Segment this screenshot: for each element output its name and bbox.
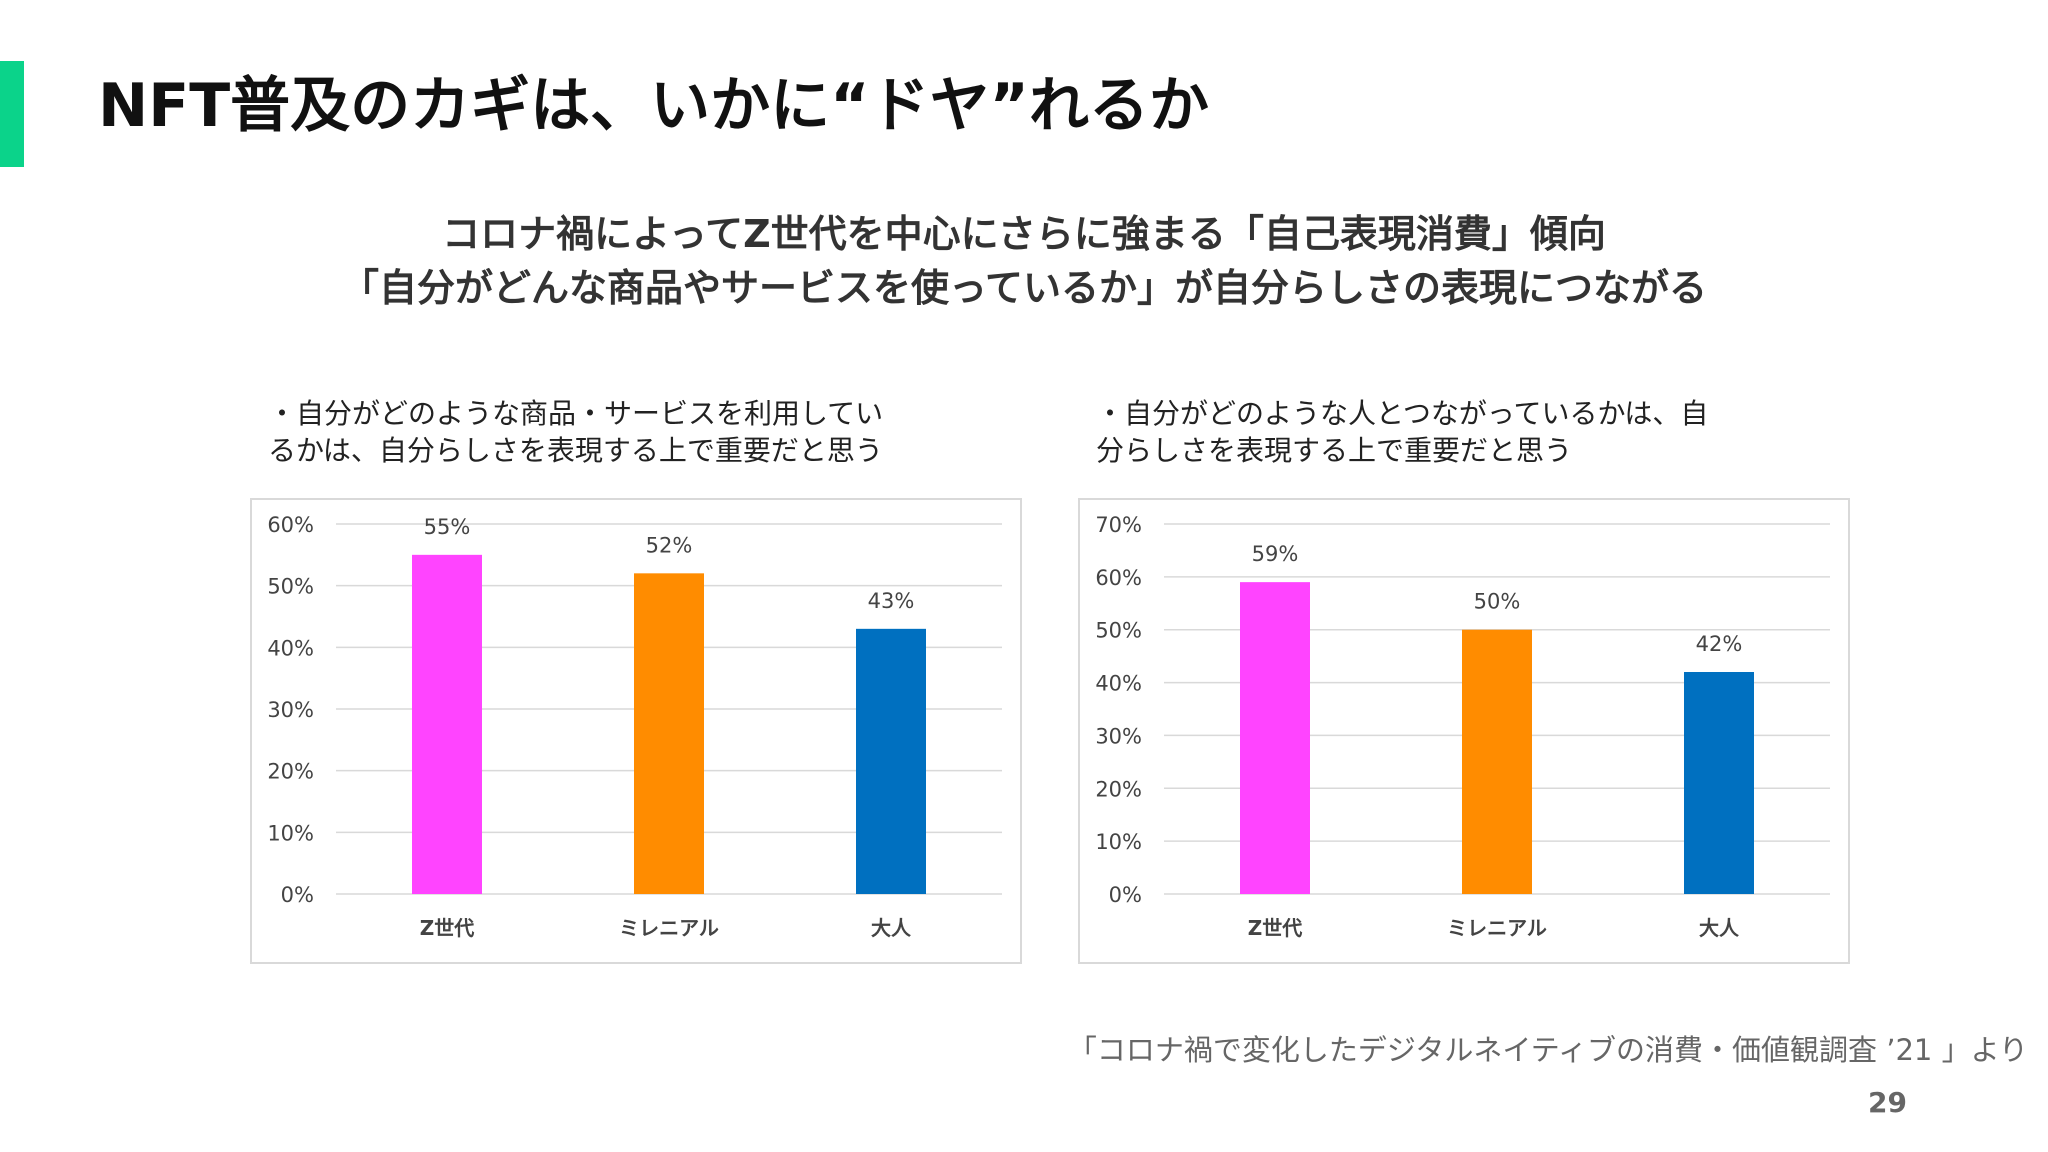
chart-2-frame: 0% 10% 20% 30% 40% 50% 60% 70% 59% Z世代 50% ミレニアル 42%…: [1078, 498, 1850, 964]
bar: [1684, 672, 1754, 894]
slide-title: NFT普及のカギは、いかに“ドヤ”れるか: [98, 71, 1209, 141]
bar: [856, 628, 926, 894]
y-tick-label: 20%: [1095, 777, 1142, 801]
chart-1-plot: 0% 10% 20% 30% 40% 50% 60% 55% Z世代 52% ミレニアル 43% 大人: [267, 513, 1002, 940]
chart-2-caption: ・自分がどのような人とつながっているかは、自 分らしさを表現する上で重要だと思う: [1096, 395, 1708, 469]
category-label: 大人: [1699, 916, 1740, 940]
y-tick-label: 10%: [267, 821, 314, 845]
y-tick-label: 50%: [1095, 619, 1142, 643]
page-number: 29: [1868, 1086, 1907, 1119]
category-label: ミレニアル: [619, 916, 719, 940]
data-label: 52%: [646, 533, 693, 557]
y-tick-label: 60%: [267, 513, 314, 537]
chart-1-caption-line-1: ・自分がどのような商品・サービスを利用してい: [268, 397, 884, 430]
chart-1-frame: 0% 10% 20% 30% 40% 50% 60% 55% Z世代 52% ミレニアル 43% 大人: [250, 498, 1022, 964]
category-label: Z世代: [1248, 916, 1303, 940]
accent-bar: [0, 61, 24, 167]
category-label: Z世代: [420, 916, 475, 940]
data-label: 43%: [868, 589, 915, 613]
y-tick-label: 20%: [267, 760, 314, 784]
subtitle-line-2: 「自分がどんな商品やサービスを使っているか」が自分らしさの表現につながる: [340, 266, 1708, 310]
bar: [1240, 582, 1310, 894]
y-tick-label: 30%: [267, 698, 314, 722]
data-label: 55%: [424, 515, 471, 539]
bar: [634, 573, 704, 894]
y-tick-label: 0%: [281, 883, 314, 907]
y-tick-label: 10%: [1095, 830, 1142, 854]
subtitle-line-1: コロナ禍によってZ世代を中心にさらに強まる「自己表現消費」傾向: [442, 212, 1606, 256]
data-label: 42%: [1696, 632, 1743, 656]
chart-2-caption-line-1: ・自分がどのような人とつながっているかは、自: [1096, 397, 1709, 430]
chart-1-caption-line-2: るかは、自分らしさを表現する上で重要だと思う: [268, 434, 883, 467]
chart-2-caption-line-2: 分らしさを表現する上で重要だと思う: [1096, 434, 1573, 467]
y-tick-label: 40%: [267, 636, 314, 660]
bar: [412, 554, 482, 894]
y-tick-label: 40%: [1095, 672, 1142, 696]
y-tick-label: 30%: [1095, 724, 1142, 748]
data-label: 59%: [1252, 542, 1299, 566]
y-tick-label: 70%: [1095, 513, 1142, 537]
y-tick-label: 50%: [267, 575, 314, 599]
y-tick-label: 60%: [1095, 566, 1142, 590]
data-label: 50%: [1474, 590, 1521, 614]
y-tick-label: 0%: [1109, 883, 1142, 907]
bar: [1462, 629, 1532, 894]
category-label: 大人: [871, 916, 912, 940]
category-label: ミレニアル: [1447, 916, 1547, 940]
chart-2-plot: 0% 10% 20% 30% 40% 50% 60% 70% 59% Z世代 50% ミレニアル 42%…: [1095, 513, 1830, 940]
chart-1-caption: ・自分がどのような商品・サービスを利用してい るかは、自分らしさを表現する上で重…: [268, 395, 883, 469]
source-note: 「コロナ禍で変化したデジタルネイティブの消費・価値観調査 ’21 」より: [1067, 1033, 2028, 1067]
